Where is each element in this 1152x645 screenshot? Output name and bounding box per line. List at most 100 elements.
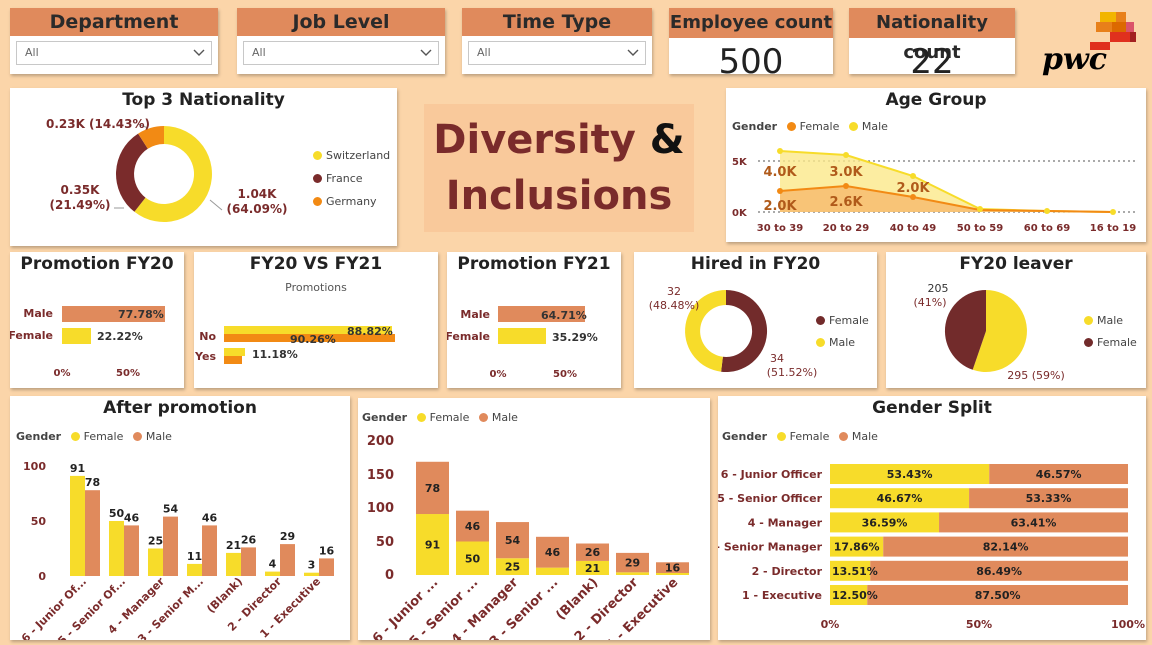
age-ytick-0k: 0K bbox=[732, 208, 748, 219]
promo21-female-bar bbox=[498, 328, 546, 344]
split-legend-male[interactable]: Male bbox=[851, 430, 878, 443]
employee-count-value: 500 bbox=[718, 42, 784, 82]
legend-switzerland-label: Switzerland bbox=[326, 149, 391, 162]
age-xtick: 16 to 19 bbox=[1090, 223, 1136, 234]
male-points bbox=[777, 148, 1116, 215]
after-female-bar bbox=[70, 475, 85, 576]
department-dropdown[interactable]: All bbox=[16, 41, 212, 65]
age-label-male-3: 2.0K bbox=[896, 181, 930, 196]
stacked-level-card: Gender Female Male 200 150 100 50 0 91 78… bbox=[358, 398, 710, 640]
leaver-male-label: 295 (59%) bbox=[1007, 369, 1065, 382]
age-group-legend-title: Gender bbox=[732, 120, 778, 133]
promo20-male-bar bbox=[62, 306, 165, 322]
promotion-fy20-card: Promotion FY20 Male Female 77.78% 22.22%… bbox=[10, 252, 184, 388]
donut-slice-male bbox=[685, 290, 726, 372]
donut-slice-france bbox=[115, 133, 148, 212]
split-axis-100: 100% bbox=[1111, 618, 1145, 631]
promotion-fy20-chart: Male Female 77.78% 22.22% 0% 50% bbox=[10, 306, 165, 379]
leaver-female-count: 205 bbox=[928, 282, 949, 295]
after-female-value: 21 bbox=[226, 539, 241, 552]
leaver-legend-male-label: Male bbox=[1097, 314, 1124, 327]
stacked-male-segment bbox=[416, 461, 449, 515]
gender-split-title: Gender Split bbox=[872, 398, 992, 418]
after-female-bar bbox=[304, 572, 319, 576]
legend-france[interactable]: France bbox=[313, 172, 363, 185]
split-legend-female[interactable]: Female bbox=[789, 430, 830, 443]
age-xtick: 50 to 59 bbox=[957, 223, 1003, 234]
stacked-legend-female[interactable]: Female bbox=[429, 411, 470, 424]
split-level-label: 1 - Executive bbox=[742, 589, 822, 602]
stacked-male-value: 78 bbox=[425, 482, 440, 495]
after-promotion-card: After promotion Gender Female Male 100 5… bbox=[10, 396, 350, 640]
filter-job-level-label: Job Level bbox=[237, 8, 445, 36]
fy21-yes-bar bbox=[224, 348, 245, 356]
leaver-legend-male[interactable]: Male bbox=[1084, 314, 1123, 327]
fy20-no-value: 90.26% bbox=[290, 333, 336, 346]
time-type-dropdown[interactable]: All bbox=[468, 41, 646, 65]
legend-germany[interactable]: Germany bbox=[313, 195, 377, 208]
age-xtick: 60 to 69 bbox=[1024, 223, 1070, 234]
gender-split-legend-title: Gender bbox=[722, 430, 768, 443]
age-legend-female[interactable]: Female bbox=[799, 120, 840, 133]
stacked-legend-male[interactable]: Male bbox=[491, 411, 518, 424]
banner-title: Diversity & Inclusions bbox=[424, 104, 694, 232]
donut-slice-germany bbox=[138, 126, 164, 149]
stacked-male-value: 46 bbox=[545, 546, 561, 559]
split-male-bar bbox=[867, 585, 1128, 605]
after-ytick-50: 50 bbox=[31, 515, 47, 528]
after-ytick-100: 100 bbox=[23, 460, 46, 473]
promo21-axis-50: 50% bbox=[553, 369, 577, 380]
stacked-female-value: 50 bbox=[465, 552, 481, 565]
hired-female-count: 34 bbox=[770, 352, 784, 365]
hired-legend-female[interactable]: Female bbox=[816, 314, 869, 327]
label-switzerland-pct: (64.09%) bbox=[227, 202, 288, 216]
age-legend-male[interactable]: Male bbox=[861, 120, 888, 133]
promotion-fy21-title: Promotion FY21 bbox=[457, 254, 611, 274]
split-female-value: 17.86% bbox=[834, 541, 880, 554]
after-female-value: 50 bbox=[109, 507, 125, 520]
leaver-legend-female[interactable]: Female bbox=[1084, 336, 1137, 349]
after-legend-male[interactable]: Male bbox=[145, 430, 172, 443]
after-male-value: 16 bbox=[319, 544, 335, 557]
after-female-value: 4 bbox=[269, 558, 277, 571]
legend-switzerland[interactable]: Switzerland bbox=[313, 149, 390, 162]
gender-split-legend: Gender Female Male bbox=[722, 430, 878, 443]
promo20-female-label: Female bbox=[10, 329, 53, 342]
after-male-bar bbox=[280, 544, 295, 576]
split-axis-0: 0% bbox=[821, 618, 840, 631]
stacked-male-segment bbox=[576, 543, 609, 561]
employee-count-label: Employee count bbox=[669, 8, 833, 38]
stacked-legend-title: Gender bbox=[362, 411, 408, 424]
job-level-dropdown[interactable]: All bbox=[243, 41, 439, 65]
after-xtick: 3 - Senior M... bbox=[135, 575, 206, 640]
split-level-label: 4 - Manager bbox=[748, 516, 823, 529]
after-male-value: 46 bbox=[202, 511, 218, 524]
age-label-female-2: 2.6K bbox=[829, 195, 863, 210]
fy21-no-value: 88.82% bbox=[347, 325, 393, 338]
age-group-legend: Gender Female Male bbox=[732, 120, 888, 133]
split-female-bar bbox=[830, 464, 990, 484]
split-level-label: 5 - Senior Officer bbox=[718, 492, 823, 505]
hired-legend-male-label: Male bbox=[829, 336, 856, 349]
split-male-value: 82.14% bbox=[983, 541, 1029, 554]
promo21-male-bar bbox=[498, 306, 585, 322]
stacked-male-segment bbox=[536, 536, 569, 568]
after-legend-female[interactable]: Female bbox=[83, 430, 124, 443]
chevron-down-icon bbox=[627, 49, 639, 56]
department-dropdown-value: All bbox=[25, 46, 39, 59]
gender-split-chart: 0% 50% 100% 6 - Junior Officer 53.43% 46.5… bbox=[718, 464, 1145, 631]
filter-time-type: Time Type All bbox=[462, 8, 652, 74]
split-female-bar bbox=[830, 512, 940, 533]
female-area bbox=[780, 186, 1113, 212]
split-level-label: 2 - Director bbox=[752, 565, 823, 578]
split-axis-50: 50% bbox=[966, 618, 992, 631]
after-male-value: 78 bbox=[85, 476, 100, 489]
after-ytick-0: 0 bbox=[38, 570, 46, 583]
split-male-value: 86.49% bbox=[976, 565, 1022, 578]
hired-legend-male[interactable]: Male bbox=[816, 336, 855, 349]
pie-slice-male bbox=[972, 290, 1027, 372]
stacked-female-value: 21 bbox=[585, 562, 600, 575]
promo20-female-value: 22.22% bbox=[97, 330, 143, 343]
fy21-no-bar bbox=[224, 326, 392, 334]
